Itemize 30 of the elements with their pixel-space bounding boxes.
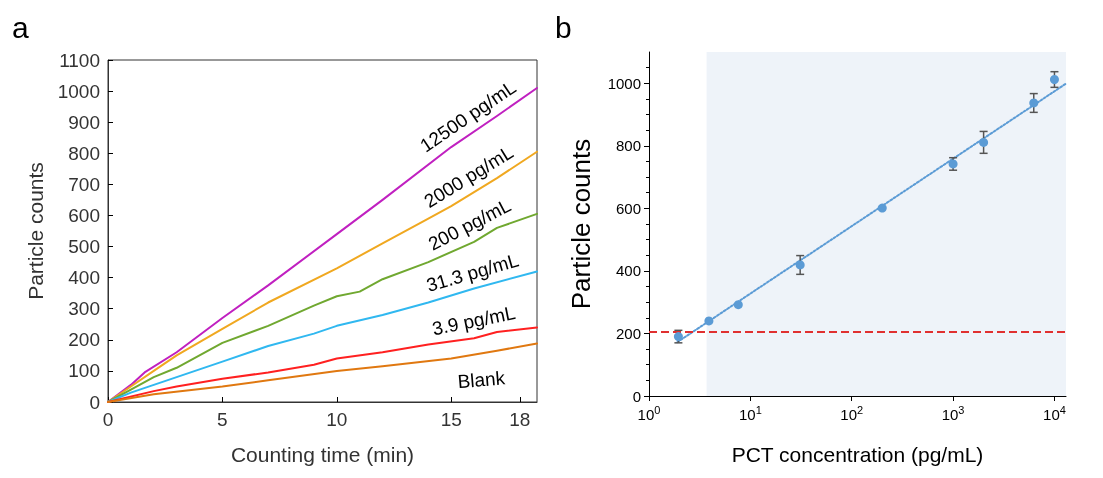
y-tick-label: 400 [615,262,641,280]
y-axis-title: Particle counts [566,138,596,310]
y-tick-label: 100 [68,360,100,382]
text: a [12,10,29,44]
x-tick-label: 10 [326,409,348,430]
y-tick-label: 800 [615,137,641,155]
y-tick-label: 300 [68,298,100,320]
y-tick-label: 900 [68,111,100,133]
text: 3.9 pg/mL [430,301,518,340]
y-tick-label: 0 [632,387,641,405]
y-tick-label: 1100 [59,49,100,71]
y-tick-label: 600 [68,204,100,226]
y-tick-label: 600 [615,199,641,217]
y-tick-label: 200 [68,329,100,351]
y-tick-label: 400 [68,267,100,289]
x-axis-title: PCT concentration (pg/mL) [731,443,984,466]
y-tick-label: 1000 [57,80,100,102]
y-tick-label: 500 [68,236,100,258]
y-axis-title: Particle counts [24,162,47,300]
x-tick-label: 15 [440,409,462,430]
y-tick-label: 1000 [607,74,641,92]
y-tick-label: 700 [68,173,100,195]
text: b [555,10,572,44]
y-tick-label: 800 [68,142,100,164]
x-tick-label: 5 [217,409,228,430]
y-tick-label: 200 [615,324,641,342]
series-label: Blank [456,367,507,393]
x-axis-title: Counting time (min) [230,443,415,466]
x-tick-label: 0 [102,409,114,430]
x-tick-label: 18 [509,409,531,430]
